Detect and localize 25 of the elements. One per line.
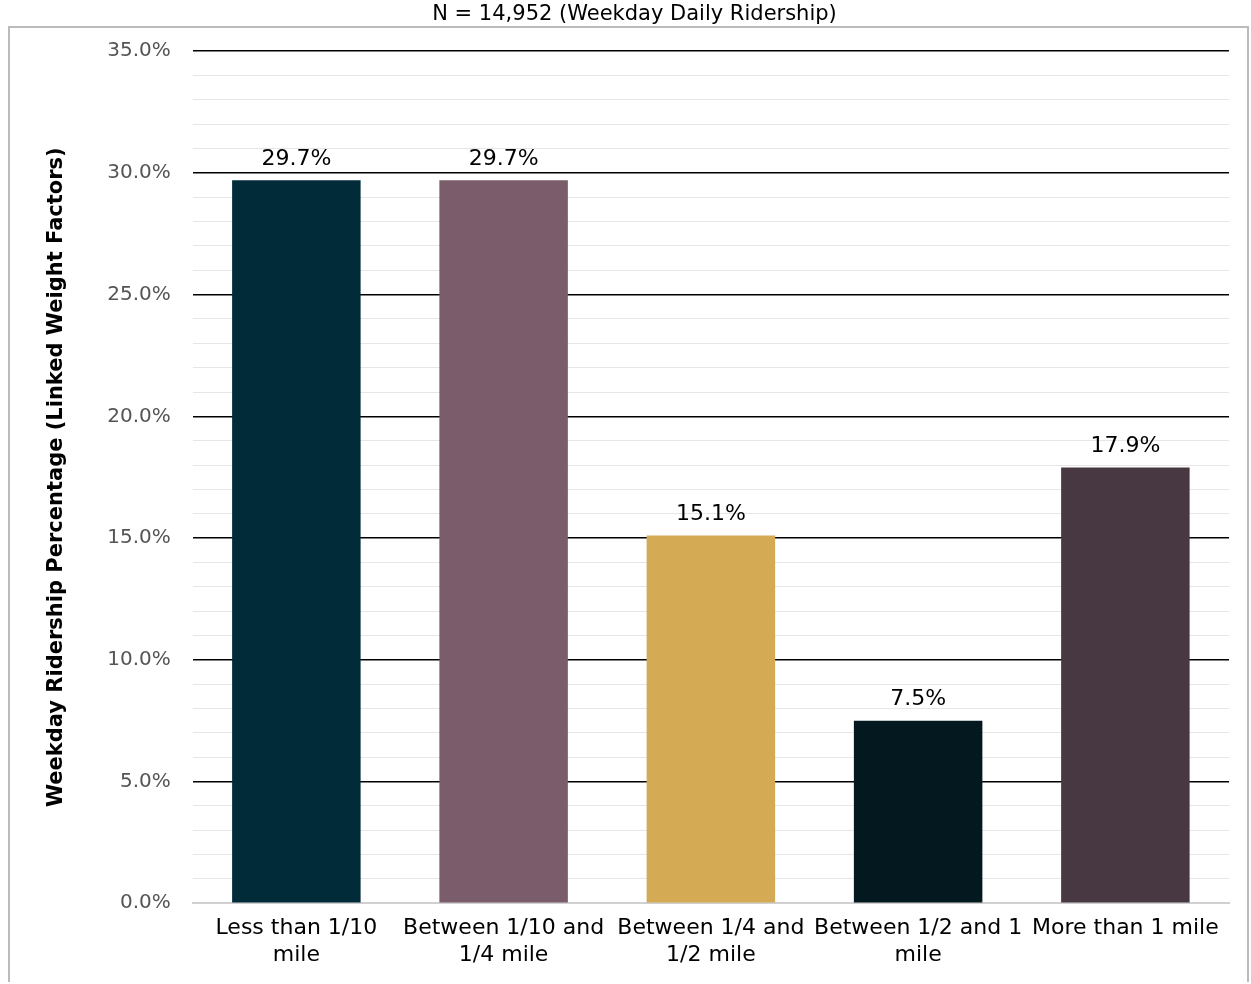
data-label: 29.7%	[468, 144, 539, 170]
x-tick-label: Between 1/4 and 1/2 mile	[617, 914, 805, 966]
y-tick-label: 35.0%	[107, 37, 171, 62]
data-label: 17.9%	[1090, 432, 1161, 458]
y-tick-label: 30.0%	[107, 159, 171, 184]
y-tick-label: 15.0%	[107, 524, 171, 549]
bar	[646, 535, 776, 903]
data-label: 15.1%	[675, 500, 746, 526]
bar	[1061, 467, 1190, 903]
x-tick-label: Between 1/10 and 1/4 mile	[403, 914, 605, 966]
chart-title: N = 14,952 (Weekday Daily Ridership)	[432, 1, 837, 26]
y-tick-label: 25.0%	[107, 280, 171, 305]
x-tick-label: Less than 1/10 mile	[215, 914, 378, 966]
bar	[439, 180, 568, 903]
x-tick-label: More than 1 mile	[1032, 914, 1219, 940]
y-tick-label: 20.0%	[107, 402, 171, 427]
bar	[853, 720, 983, 903]
data-label: 29.7%	[261, 144, 332, 170]
y-tick-label: 10.0%	[107, 645, 171, 670]
y-tick-label: 5.0%	[119, 767, 171, 792]
y-axis-title: Weekday Ridership Percentage (Linked Weight Factors)	[43, 147, 68, 808]
data-label: 7.5%	[890, 685, 947, 711]
x-tick-label: Between 1/2 and 1 mile	[814, 914, 1023, 966]
bar	[232, 180, 361, 903]
y-tick-label: 0.0%	[119, 889, 171, 914]
